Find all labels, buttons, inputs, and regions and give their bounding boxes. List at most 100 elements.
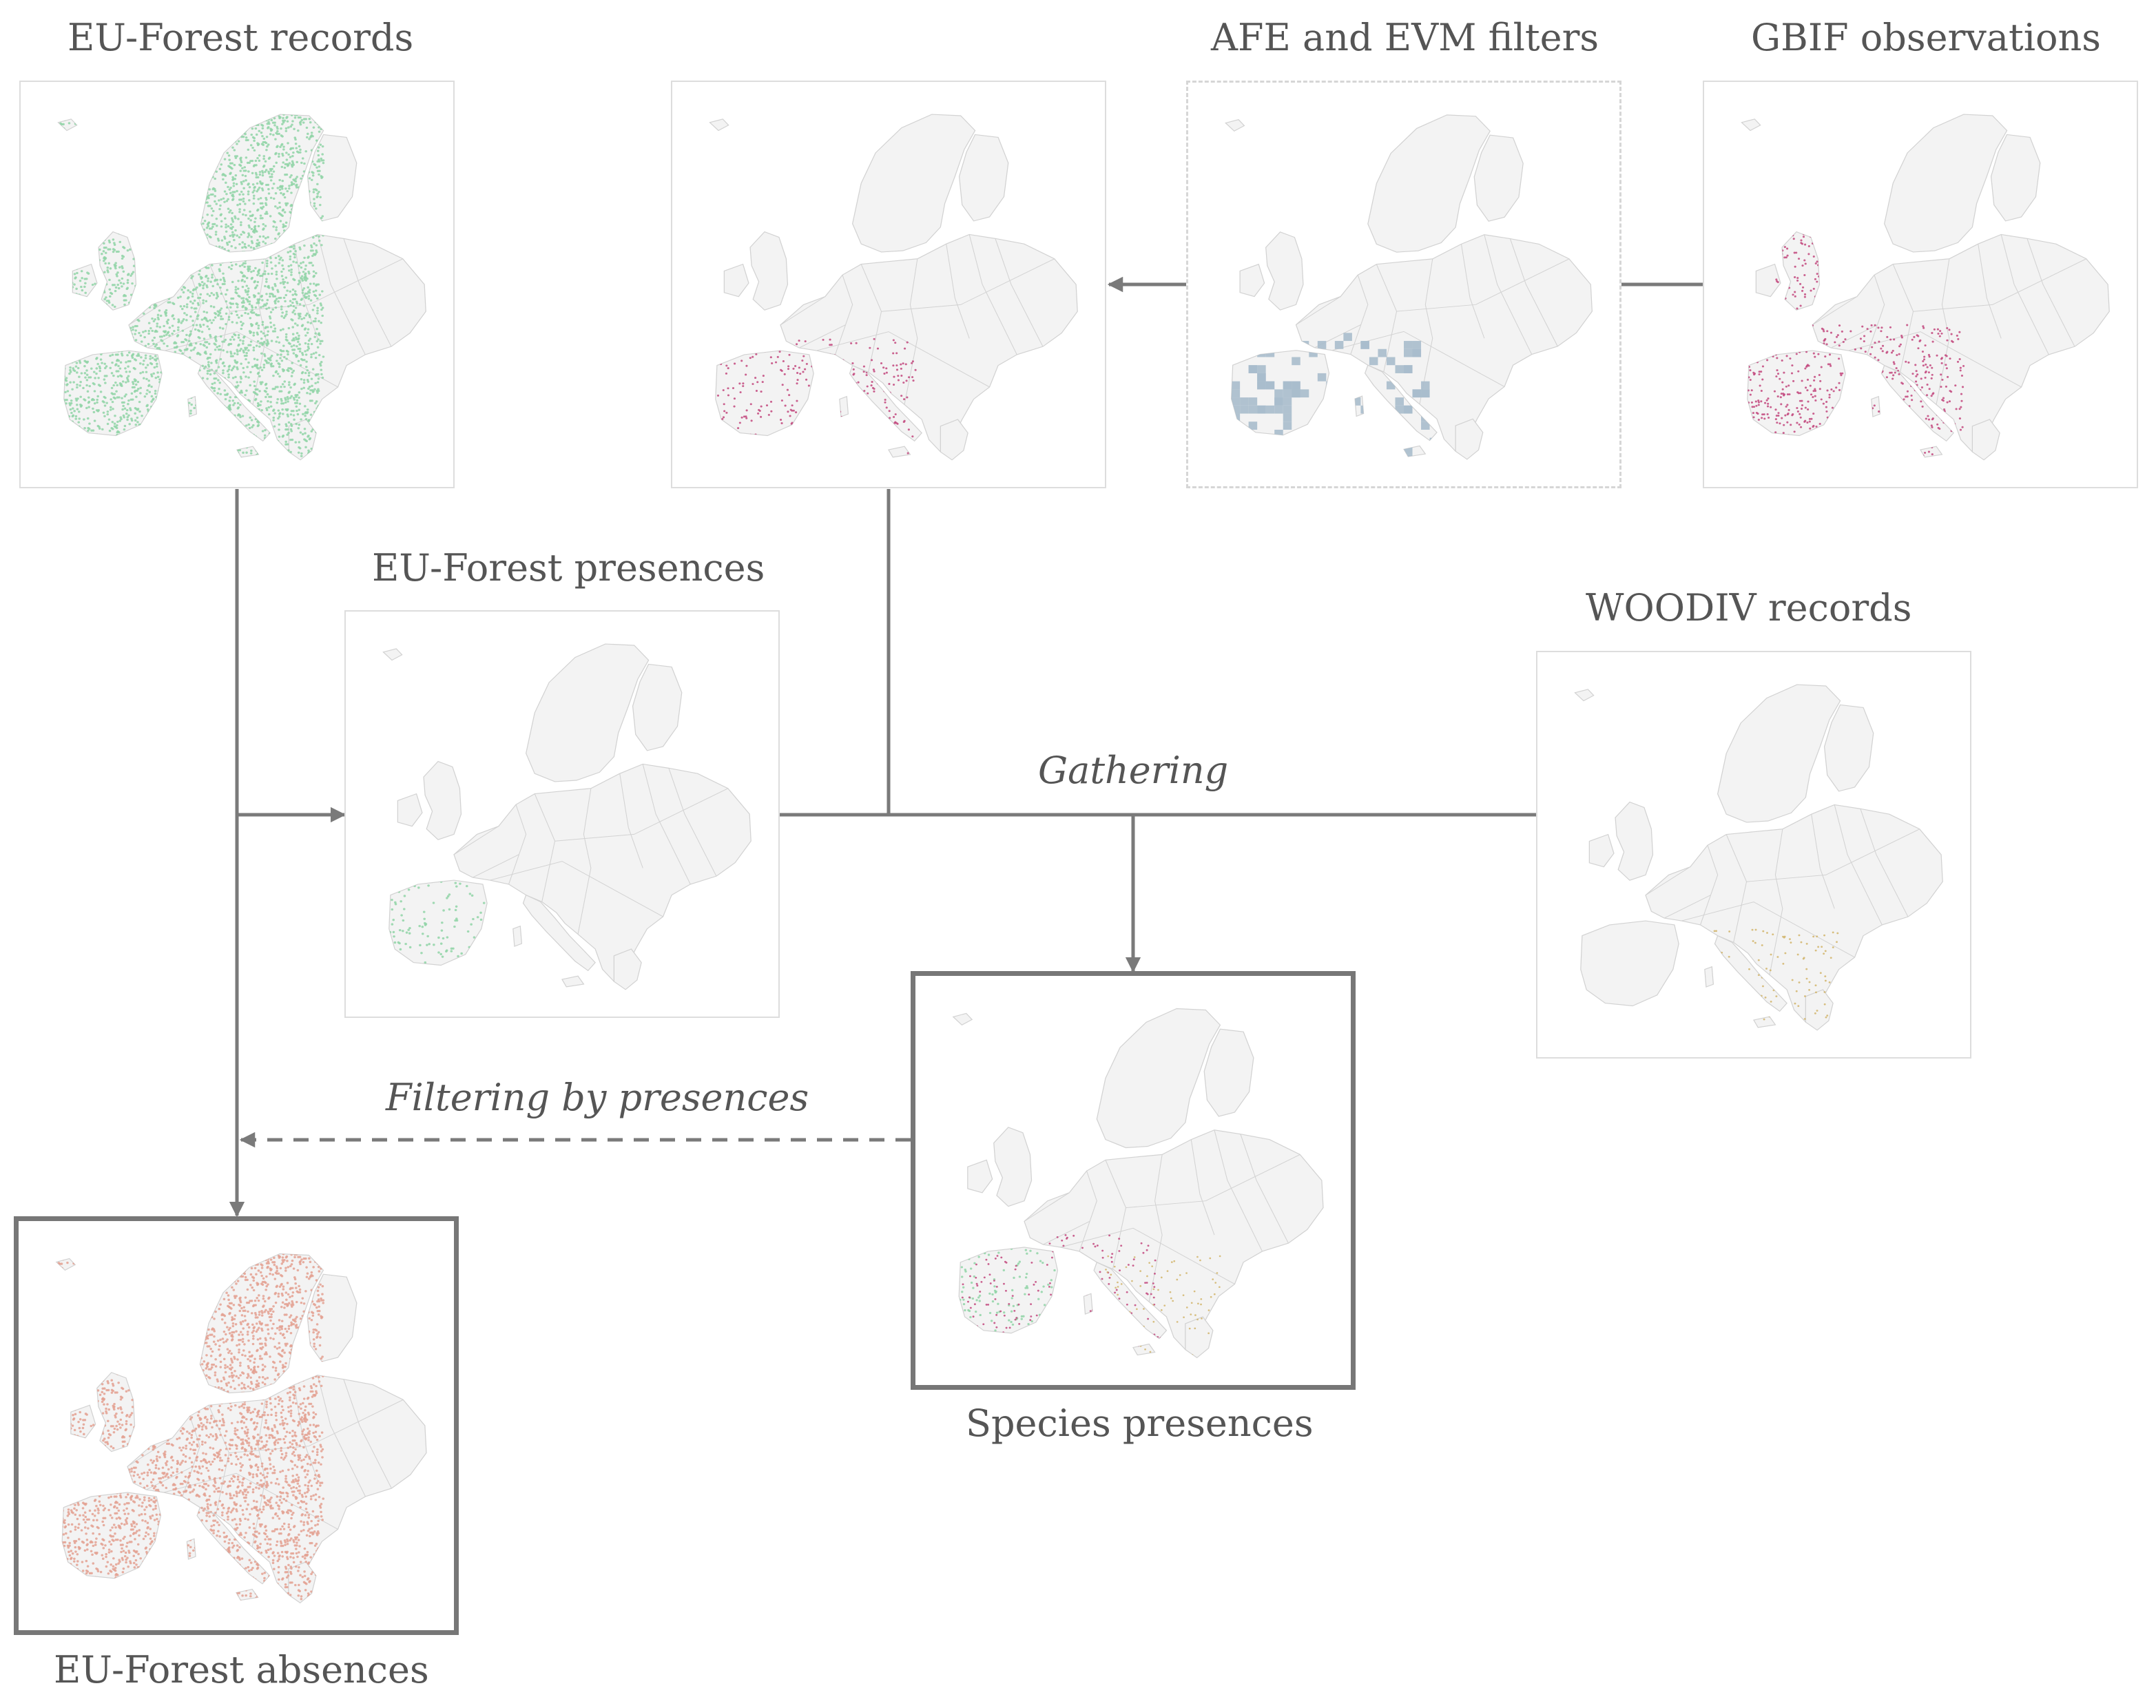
border-line xyxy=(1830,324,1878,348)
land-shape xyxy=(1823,704,1874,792)
border-line xyxy=(1834,804,1883,926)
land-shape xyxy=(512,925,523,947)
land-shape xyxy=(423,760,462,840)
land-shape xyxy=(1805,989,1834,1031)
map-panel-woodiv-records xyxy=(1536,651,1971,1059)
border-line xyxy=(1190,1139,1215,1236)
border-line xyxy=(165,331,338,388)
border-line xyxy=(1700,845,1719,926)
land-shape xyxy=(70,1404,96,1439)
land-shape xyxy=(888,446,911,458)
land-shape xyxy=(1704,966,1714,988)
border-line xyxy=(1811,814,1835,909)
border-line xyxy=(1331,331,1505,387)
border-line xyxy=(619,773,643,868)
land-shape xyxy=(1645,804,1943,1023)
border-line xyxy=(1376,264,1398,373)
border-line xyxy=(317,234,366,355)
label-gathering: Gathering xyxy=(1038,749,1229,792)
map-panel-filtered-gbif xyxy=(671,81,1106,488)
europe-map-icon xyxy=(382,643,752,990)
border-line xyxy=(1024,1192,1070,1222)
land-shape xyxy=(852,114,976,253)
border-line xyxy=(995,238,1044,347)
land-shape xyxy=(96,1372,136,1452)
border-line xyxy=(1240,1134,1289,1244)
map-panel-species-presences xyxy=(911,971,1356,1390)
border-line xyxy=(163,1472,338,1530)
land-shape xyxy=(187,395,198,417)
border-line xyxy=(1126,1154,1300,1209)
border-line xyxy=(1460,244,1485,339)
border-line xyxy=(1645,866,1691,896)
land-shape xyxy=(1753,1016,1776,1028)
land-shape xyxy=(715,350,814,437)
land-shape xyxy=(1096,1008,1221,1149)
border-line xyxy=(472,854,519,878)
border-line xyxy=(1936,258,1950,405)
border-line xyxy=(343,238,392,347)
map-panel-afe-evm-filters xyxy=(1186,81,1621,488)
border-line xyxy=(1060,1227,1235,1284)
border-line xyxy=(490,861,663,917)
land-shape xyxy=(1265,231,1304,311)
land-shape xyxy=(967,1159,993,1194)
land-shape xyxy=(613,948,642,990)
border-line xyxy=(1812,296,1858,326)
land-shape xyxy=(1971,419,2000,461)
border-line xyxy=(577,788,592,935)
land-shape xyxy=(1203,1028,1254,1117)
land-shape xyxy=(940,419,968,461)
map-panel-eu-forest-absences xyxy=(14,1216,459,1635)
land-shape xyxy=(561,975,585,988)
label-eu-forest-records: EU-Forest records xyxy=(68,16,414,59)
border-line xyxy=(508,804,527,885)
land-shape xyxy=(1741,118,1761,132)
border-line xyxy=(1484,234,1533,355)
border-line xyxy=(343,1379,392,1489)
land-shape xyxy=(307,134,357,222)
land-shape xyxy=(1880,364,1954,442)
land-shape xyxy=(1185,1316,1214,1359)
land-shape xyxy=(1580,920,1679,1007)
border-line xyxy=(293,1384,318,1481)
border-line xyxy=(453,826,499,855)
border-line xyxy=(1043,1220,1090,1245)
border-line xyxy=(183,275,202,355)
border-line xyxy=(229,258,403,312)
border-line xyxy=(780,296,826,326)
europe-map-icon xyxy=(57,114,426,461)
land-shape xyxy=(1714,935,1787,1012)
land-shape xyxy=(1884,114,2008,253)
land-shape xyxy=(723,263,749,298)
border-line xyxy=(904,258,918,405)
border-line xyxy=(128,296,174,326)
border-line xyxy=(881,258,1055,312)
border-line xyxy=(1978,244,2002,339)
border-line xyxy=(1214,1129,1263,1252)
border-line xyxy=(127,1437,173,1467)
land-shape xyxy=(709,118,729,132)
border-line xyxy=(1396,258,1570,312)
land-shape xyxy=(98,231,137,311)
land-shape xyxy=(958,134,1009,222)
land-shape xyxy=(1574,689,1595,702)
border-line xyxy=(554,788,728,842)
europe-map-icon xyxy=(952,1008,1324,1359)
land-shape xyxy=(1990,134,2041,222)
map-panel-eu-forest-presences xyxy=(344,610,780,1018)
border-line xyxy=(1769,829,1783,975)
border-line xyxy=(2000,234,2049,355)
label-eu-forest-presences: EU-Forest presences xyxy=(372,546,765,590)
land-shape xyxy=(1615,801,1654,881)
border-line xyxy=(1419,258,1433,404)
label-eu-forest-absences: EU-Forest absences xyxy=(54,1648,429,1691)
land-shape xyxy=(526,643,650,782)
label-afe-evm-filters: AFE and EVM filters xyxy=(1211,16,1599,59)
border-line xyxy=(294,244,318,339)
land-shape xyxy=(186,1538,196,1560)
land-shape xyxy=(1024,1129,1324,1351)
europe-map-icon xyxy=(1225,114,1593,460)
label-gbif-observations: GBIF observations xyxy=(1751,16,2102,59)
